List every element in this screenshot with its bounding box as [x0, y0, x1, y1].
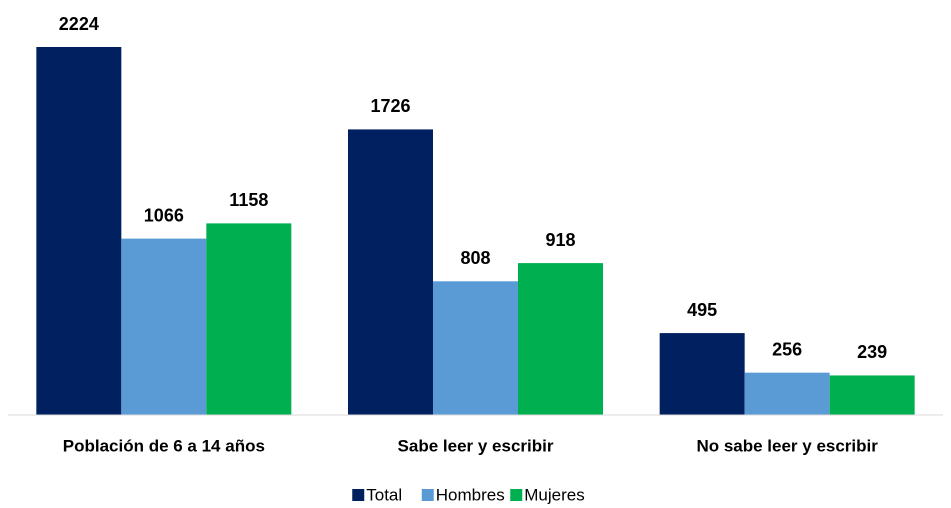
x-tick-label: Población de 6 a 14 años — [63, 436, 265, 455]
data-label: 918 — [545, 230, 575, 250]
data-label: 2224 — [59, 14, 99, 34]
bar — [659, 333, 745, 415]
legend-label: Hombres — [436, 485, 505, 504]
data-label: 239 — [857, 342, 887, 362]
legend-swatch — [352, 489, 365, 501]
legend-swatch — [421, 489, 434, 501]
bar — [518, 263, 603, 415]
bar — [829, 375, 915, 415]
data-label: 808 — [460, 248, 490, 268]
data-label: 256 — [772, 339, 802, 359]
legend-swatch — [510, 489, 523, 501]
x-tick-label: Sabe leer y escribir — [398, 436, 554, 455]
bar — [36, 47, 122, 415]
legend-label: Mujeres — [524, 485, 584, 504]
bar — [433, 281, 518, 415]
data-label: 1158 — [229, 190, 268, 210]
data-label: 1066 — [144, 205, 184, 225]
bar — [348, 129, 433, 415]
bar — [121, 238, 207, 415]
legend-label: Total — [366, 485, 402, 504]
data-label: 1726 — [370, 96, 410, 116]
x-tick-label: No sabe leer y escribir — [696, 436, 878, 455]
bar — [206, 223, 292, 415]
bar — [744, 372, 830, 415]
data-label: 495 — [687, 300, 717, 320]
